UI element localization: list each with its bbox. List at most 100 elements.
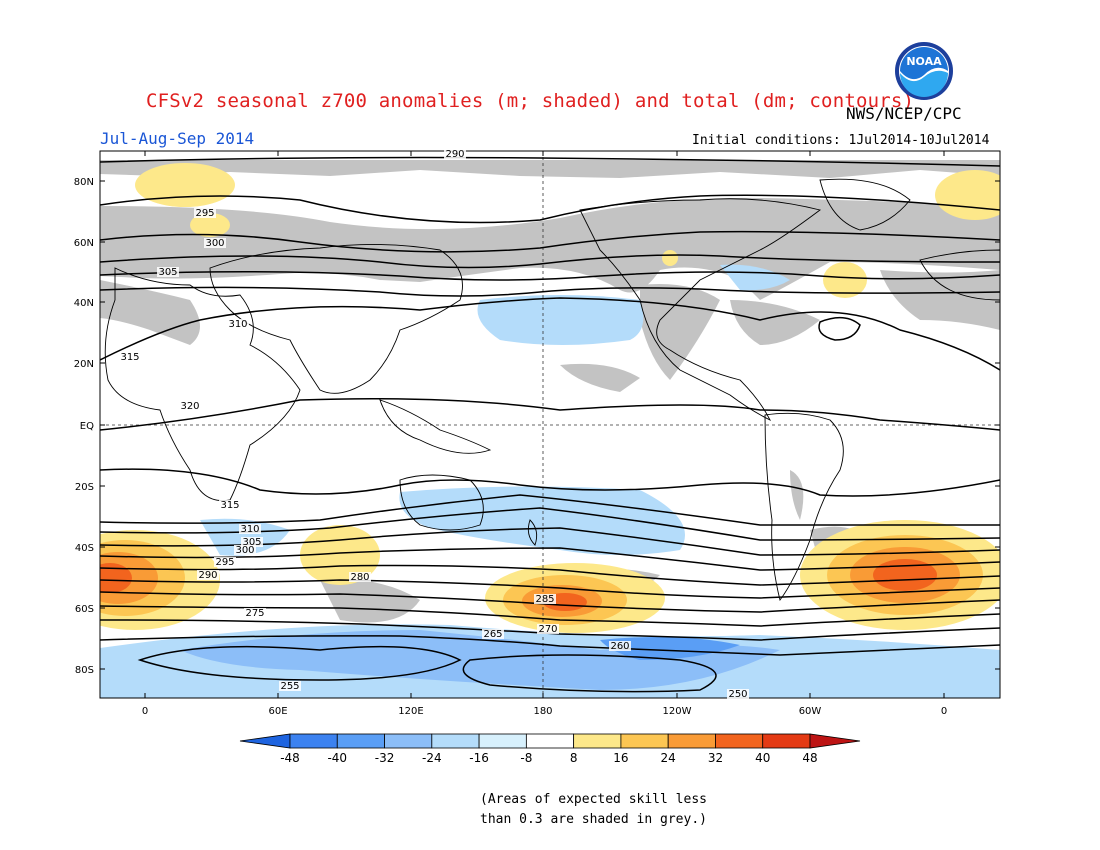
contour-label-bg [179,401,201,411]
contour-label-bg [241,537,263,547]
contour-label: 290 [198,570,217,581]
contour-label: 300 [205,238,224,249]
lat-tick-label: 80N [74,177,94,188]
lon-tick-label: 0 [941,706,947,717]
contour-label-bg [119,352,141,362]
contour-label: 315 [120,352,139,363]
contour-label-bg [727,689,749,699]
colorbar-label: -8 [520,751,532,765]
longitude-axis: 0 60E 120E 180 120W 60W 0 [142,151,947,717]
colorbar-label: 48 [802,751,817,765]
contour-label-bg [234,545,256,555]
colorbar-left-arrow [239,733,291,749]
colorbar-label: 24 [661,751,676,765]
colorbar-swatch [384,733,433,749]
lon-tick-label: 180 [533,706,552,717]
contour-label-bg [244,608,266,618]
noaa-logo-icon: NOAA [895,42,953,100]
contour-label-bg [197,570,219,580]
colorbar-swatch [478,733,527,749]
contour-label-bg [534,594,556,604]
colorbar [239,733,861,749]
lon-tick-label: 120E [398,706,423,717]
contour-label: 285 [535,594,554,605]
colorbar-swatch [289,733,338,749]
logo-text: NOAA [906,55,942,68]
colorbar-swatch [336,733,385,749]
contour-label: 305 [242,537,261,548]
contour-label: 315 [220,500,239,511]
contour-label-bg [204,238,226,248]
lon-tick-label: 120W [663,706,692,717]
colorbar-label: -48 [280,751,300,765]
contour-label-bg [194,208,216,218]
contour-label: 290 [445,149,464,160]
colorbar-swatch [573,733,622,749]
colorbar-label: -16 [469,751,489,765]
contour-label-bg [239,524,261,534]
colorbar-swatch [525,733,575,749]
skill-footnote-line2: than 0.3 are shaded in grey.) [480,812,707,827]
contour-label: 300 [235,545,254,556]
latitude-axis: 80N 60N 40N 20N EQ 20S 40S 60S 80S [74,177,1000,676]
contour-label-bg [214,557,236,567]
contour-label-bg [609,641,631,651]
colorbar-label: 8 [570,751,578,765]
colorbar-label: 32 [708,751,723,765]
chart-title: CFSv2 seasonal z700 anomalies (m; shaded… [146,90,915,112]
lon-tick-label: 0 [142,706,148,717]
lat-tick-label: EQ [80,421,94,432]
contour-label-bg [157,267,179,277]
contour-label: 310 [240,524,259,535]
colorbar-label: -32 [375,751,395,765]
contour-label: 280 [350,572,369,583]
initial-conditions-label: Initial conditions: 1Jul2014-10Jul2014 [692,133,990,148]
contour-label: 270 [538,624,557,635]
contour-label-bg [537,624,559,634]
colorbar-label: 16 [613,751,628,765]
contour-label-bg [219,500,241,510]
lat-tick-label: 40S [75,543,94,554]
contour-value-labels: 2902953003053103153203153103053002952902… [119,149,749,700]
colorbar-swatch [667,733,716,749]
contour-label-bg [349,572,371,582]
contour-label: 275 [245,608,264,619]
equator-dateline-grid [100,151,1000,698]
season-label: Jul-Aug-Sep 2014 [100,129,255,148]
lon-tick-label: 60E [268,706,287,717]
lat-tick-label: 60N [74,238,94,249]
contour-label: 320 [180,401,199,412]
contour-label: 250 [728,689,747,700]
contour-label: 305 [158,267,177,278]
lat-tick-label: 20S [75,482,94,493]
contour-label: 295 [215,557,234,568]
colorbar-labels: -48 -40 -32 -24 -16 -8 8 16 24 32 40 48 [280,751,817,765]
colorbar-swatch [715,733,764,749]
lat-tick-label: 40N [74,298,94,309]
z700-contours [100,156,1000,693]
agency-label: NWS/NCEP/CPC [846,104,962,123]
contour-label-bg [227,319,249,329]
colorbar-right-arrow [809,733,861,749]
contour-label: 265 [483,629,502,640]
colorbar-swatch [431,733,480,749]
lat-tick-label: 80S [75,665,94,676]
contour-label: 295 [195,208,214,219]
contour-label: 310 [228,319,247,330]
contour-label-bg [279,681,301,691]
lat-tick-label: 60S [75,604,94,615]
colorbar-swatch [620,733,669,749]
coastlines [104,178,1000,602]
skill-footnote-line1: (Areas of expected skill less [480,792,707,807]
lon-tick-label: 60W [799,706,822,717]
lat-tick-label: 20N [74,359,94,370]
contour-label-bg [444,149,466,159]
contour-label-bg [482,629,504,639]
contour-label: 255 [280,681,299,692]
colorbar-swatch [762,733,811,749]
contour-label: 260 [610,641,629,652]
colorbar-label: -24 [422,751,442,765]
colorbar-label: 40 [755,751,770,765]
colorbar-label: -40 [327,751,347,765]
